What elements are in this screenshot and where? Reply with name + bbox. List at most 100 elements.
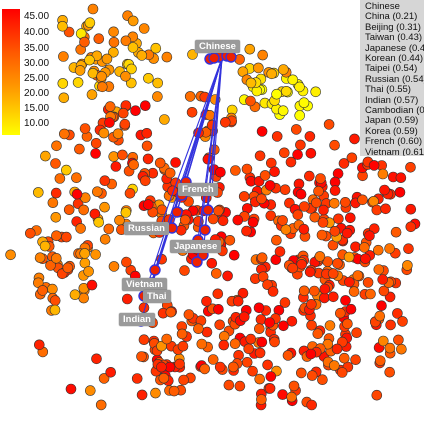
scatter-point[interactable] [346,152,358,164]
scatter-point[interactable] [92,186,103,197]
scatter-point[interactable] [87,3,99,15]
scatter-point[interactable] [54,173,66,184]
scatter-point[interactable] [105,366,116,378]
scatter-point[interactable] [110,161,122,172]
scatter-point[interactable] [286,391,297,403]
scatter-point[interactable] [213,205,224,217]
scatter-point[interactable] [47,197,59,208]
scatter-point[interactable] [256,252,268,264]
scatter-point[interactable] [222,270,233,282]
scatter-point[interactable] [108,26,119,38]
scatter-point[interactable] [298,97,310,108]
scatter-point[interactable] [79,123,91,134]
scatter-point[interactable] [158,372,170,384]
scatter-point[interactable] [71,188,83,200]
scatter-point[interactable] [214,319,225,331]
scatter-point[interactable] [402,260,413,271]
scatter-point[interactable] [224,235,236,246]
scatter-point[interactable] [352,270,364,281]
scatter-point[interactable] [131,373,143,384]
scatter-point[interactable] [343,251,355,263]
scatter-point[interactable] [61,164,72,176]
scatter-point[interactable] [357,194,368,206]
scatter-point[interactable] [108,36,120,48]
scatter-point[interactable] [264,383,276,394]
point-label-vietnam[interactable]: Vietnam [122,278,167,291]
scatter-point[interactable] [377,335,389,347]
scatter-point[interactable] [119,118,131,130]
scatter-point[interactable] [405,203,417,215]
scatter-point[interactable] [310,197,322,209]
scatter-point[interactable] [392,308,403,319]
scatter-point[interactable] [378,285,390,297]
scatter-point[interactable] [285,156,297,168]
scatter-point[interactable] [156,361,167,373]
scatter-point[interactable] [294,110,306,121]
scatter-point[interactable] [71,172,82,183]
scatter-point[interactable] [152,91,163,102]
scatter-point[interactable] [96,71,107,82]
scatter-point[interactable] [266,68,278,80]
scatter-point[interactable] [247,216,259,228]
scatter-point[interactable] [288,380,300,392]
scatter-point[interactable] [186,107,198,118]
scatter-point[interactable] [50,212,62,223]
scatter-point[interactable] [317,374,328,386]
scatter-point[interactable] [304,131,316,142]
scatter-point[interactable] [338,352,350,364]
scatter-point[interactable] [61,231,72,243]
scatter-point[interactable] [45,260,56,271]
scatter-point[interactable] [72,77,84,88]
scatter-point[interactable] [379,184,390,196]
scatter-point[interactable] [374,310,386,322]
scatter-point[interactable] [90,249,101,260]
scatter-point[interactable] [267,286,279,297]
scatter-point[interactable] [126,63,137,75]
scatter-point[interactable] [256,126,268,137]
scatter-point[interactable] [178,374,189,386]
scatter-point[interactable] [256,394,267,405]
scatter-point[interactable] [214,361,226,373]
scatter-point[interactable] [179,265,190,276]
point-label-thai[interactable]: Thai [143,290,171,303]
scatter-point[interactable] [93,217,104,228]
scatter-point[interactable] [257,49,269,61]
scatter-point[interactable] [127,42,139,53]
scatter-point[interactable] [274,246,286,257]
scatter-point[interactable] [65,383,77,395]
scatter-point[interactable] [104,101,116,112]
neighbor-point[interactable] [171,206,183,218]
point-label-japanese[interactable]: Japanese [170,240,222,253]
scatter-point[interactable] [338,158,350,169]
scatter-point[interactable] [405,221,417,233]
scatter-point[interactable] [290,124,302,135]
scatter-point[interactable] [298,223,310,235]
scatter-point[interactable] [264,317,275,328]
scatter-point[interactable] [271,131,283,142]
scatter-point[interactable] [303,170,315,182]
scatter-point[interactable] [304,266,316,278]
scatter-point[interactable] [59,128,70,140]
scatter-point[interactable] [74,65,86,76]
scatter-point[interactable] [57,20,68,32]
scatter-point[interactable] [331,343,343,355]
scatter-point[interactable] [24,228,36,239]
scatter-point[interactable] [150,387,161,399]
neighbor-point[interactable] [191,256,203,268]
scatter-point[interactable] [345,303,357,315]
scatter-point[interactable] [351,327,362,339]
scatter-point[interactable] [138,23,150,34]
scatter-point[interactable] [124,188,136,199]
scatter-point[interactable] [305,348,317,360]
scatter-point[interactable] [286,315,298,327]
scatter-point[interactable] [329,226,341,237]
scatter-point[interactable] [360,253,371,265]
scatter-point[interactable] [143,199,154,210]
scatter-point[interactable] [334,307,346,319]
scatter-point[interactable] [161,333,172,345]
scatter-point[interactable] [380,203,391,215]
scatter-point[interactable] [167,185,178,197]
scatter-point[interactable] [254,347,266,359]
scatter-point[interactable] [395,172,407,183]
scatter-point[interactable] [313,185,324,197]
